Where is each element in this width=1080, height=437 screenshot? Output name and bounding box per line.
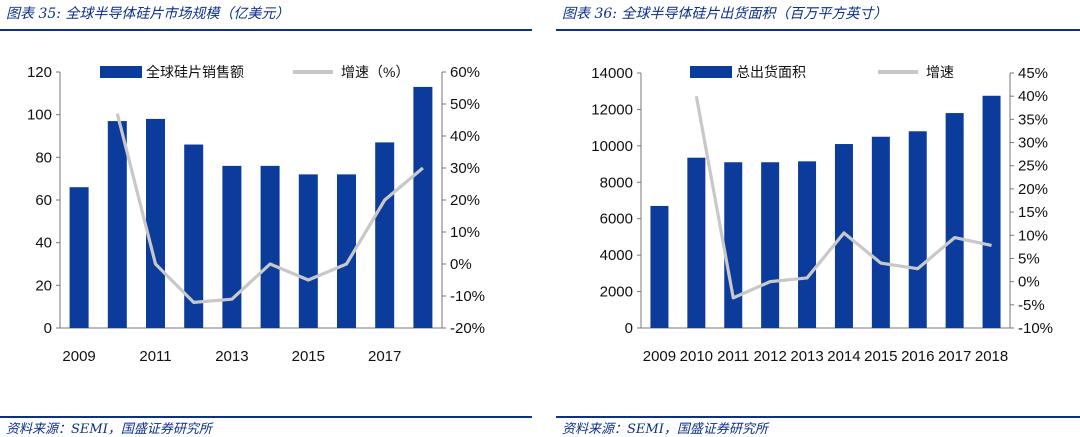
chart-panel-market-size: 图表 35: 全球半导体硅片市场规模（亿美元） 0 20 40 60 80 100 120 -…: [0, 0, 532, 437]
x-tick-label: 2017: [368, 348, 401, 365]
y-tick-label: 40: [35, 235, 52, 252]
y2-tick-label: 40%: [1018, 88, 1048, 105]
title-rule: [556, 29, 1080, 31]
x-tick-label: 2010: [680, 348, 713, 365]
figure-title: 图表 36: 全球半导体硅片出货面积（百万平方英寸）: [562, 6, 888, 22]
y2-tick-label: 40%: [450, 128, 480, 145]
y2-tick-label: -20%: [450, 320, 485, 337]
x-tick-label: 2014: [827, 348, 860, 365]
y2-tick-label: 10%: [1018, 227, 1048, 244]
y2-tick-label: 20%: [1018, 181, 1048, 198]
y-tick-label: 120: [27, 64, 52, 81]
y-tick-label: 6000: [600, 211, 633, 228]
chart-panel-shipment-area: 图表 36: 全球半导体硅片出货面积（百万平方英寸） 0 2000 4000 6000…: [556, 0, 1080, 437]
x-tick-label: 2011: [717, 348, 749, 365]
bar-2017: [375, 142, 395, 328]
legend-bar-swatch: [690, 66, 732, 78]
bar-2014: [834, 144, 853, 328]
y-tick-label: 14000: [591, 65, 633, 82]
bar-2009: [69, 187, 89, 328]
y2-tick-label: 35%: [1018, 111, 1048, 128]
source-note: 资料来源：SEMI，国盛证券研究所: [6, 422, 212, 437]
x-tick-label: 2013: [215, 348, 248, 365]
y2-tick-label: 45%: [1018, 65, 1048, 82]
bar-2013: [222, 165, 242, 328]
bar-2015: [298, 174, 318, 328]
y-tick-label: 20: [35, 277, 52, 294]
legend-bar-label: 全球硅片销售额: [146, 64, 244, 80]
y2-tick-label: 15%: [1018, 204, 1048, 221]
figure-title: 图表 35: 全球半导体硅片市场规模（亿美元）: [6, 6, 290, 22]
bar-2012: [184, 144, 204, 328]
y2-tick-label: 50%: [450, 96, 480, 113]
bar-2018: [413, 86, 433, 328]
y2-tick-label: 30%: [1018, 135, 1048, 152]
market-size-chart: 0 20 40 60 80 100 120 -20% -10% 0% 10% 20% 30% 40% 50%…: [27, 64, 485, 365]
y-tick-label: 2000: [600, 284, 633, 301]
y2-tick-label: 0%: [450, 256, 472, 273]
bar-2017: [945, 113, 964, 328]
y2-tick-label: 60%: [450, 64, 480, 81]
y2-tick-label: 5%: [1018, 250, 1040, 267]
bar-2009: [650, 205, 669, 328]
y-tick-label: 0: [44, 320, 52, 337]
y-tick-label: 0: [625, 320, 633, 337]
bar-2014: [260, 165, 280, 328]
shipment-area-chart: 0 2000 4000 6000 8000 10000 12000 14000 -10% -5% 0…: [591, 64, 1053, 365]
y2-tick-label: 30%: [450, 160, 480, 177]
bar-2011: [724, 162, 743, 328]
y-tick-label: 12000: [591, 101, 633, 118]
legend-line-label: 增速: [926, 64, 954, 80]
title-rule: [0, 29, 532, 31]
y-tick-label: 8000: [600, 174, 633, 191]
y2-tick-label: 20%: [450, 192, 480, 209]
x-tick-label: 2009: [62, 348, 95, 365]
x-tick-label: 2009: [643, 348, 676, 365]
y2-tick-label: -5%: [1018, 297, 1045, 314]
bar-2010: [687, 157, 706, 328]
y-tick-label: 4000: [600, 247, 633, 264]
x-tick-label: 2016: [901, 348, 934, 365]
x-tick-label: 2013: [790, 348, 823, 365]
source-rule: [0, 416, 532, 418]
x-tick-label: 2015: [292, 348, 325, 365]
bar-2016: [337, 174, 356, 328]
bar-2011: [146, 118, 165, 328]
y2-tick-label: 0%: [1018, 274, 1040, 291]
bar-2013: [798, 161, 817, 328]
y2-tick-label: 25%: [1018, 158, 1048, 175]
source-note: 资料来源：SEMI，国盛证券研究所: [562, 422, 768, 437]
y-tick-label: 60: [35, 192, 52, 209]
y-tick-label: 100: [27, 107, 52, 124]
legend-bar-label: 总出货面积: [736, 64, 806, 80]
x-tick-label: 2015: [864, 348, 897, 365]
bar-2010: [107, 121, 127, 328]
x-tick-label: 2011: [139, 348, 171, 365]
legend-bar-swatch: [100, 66, 142, 78]
y2-tick-label: -10%: [450, 288, 485, 305]
x-tick-label: 2017: [938, 348, 971, 365]
source-rule: [556, 416, 1080, 418]
y-tick-label: 80: [35, 149, 52, 166]
bar-2016: [908, 131, 927, 328]
x-tick-label: 2012: [753, 348, 786, 365]
y-tick-label: 10000: [591, 138, 633, 155]
x-tick-label: 2018: [975, 348, 1008, 365]
legend-line-label: 增速（%）: [341, 64, 409, 80]
y2-tick-label: -10%: [1018, 320, 1053, 337]
bar-2018: [982, 95, 1001, 328]
bar-2012: [761, 162, 780, 328]
y2-tick-label: 10%: [450, 224, 480, 241]
bar-2015: [871, 136, 890, 328]
